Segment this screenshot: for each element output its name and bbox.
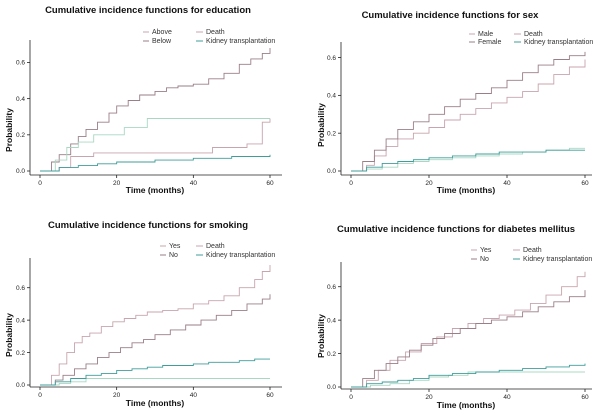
legend-group-b: No (480, 256, 489, 263)
legend-kidney: Kidney transplantation (523, 256, 592, 263)
chart-svg: Cumulative incidence functions for smoki… (4, 220, 282, 408)
legend-kidney: Kidney transplantation (524, 39, 593, 46)
chart-title: Cumulative incidence functions for sex (362, 10, 540, 21)
series-line-male-death (351, 59, 586, 172)
chart-title: Cumulative incidence functions for smoki… (48, 220, 248, 231)
x-axis-label: Time (months) (126, 185, 185, 195)
y-tick-label: 0.6 (327, 55, 336, 62)
legend-events: Death Kidney transplantation (196, 243, 275, 259)
legend-group-a: Male (478, 31, 493, 38)
y-tick-label: 0.6 (16, 285, 25, 292)
series-line-no-kidney-transplantation (40, 358, 270, 386)
x-tick-label: 40 (190, 392, 198, 399)
legend-groups: Yes No (471, 247, 492, 263)
legend-events: Death Kidney transplantation (196, 29, 275, 45)
x-tick-label: 40 (503, 180, 511, 187)
series-line-no-death (351, 290, 586, 388)
y-tick-label: 0.0 (327, 168, 336, 175)
x-tick-label: 60 (266, 180, 274, 187)
series-line-female-death (351, 51, 586, 172)
series-line-below-kidney-transplantation (40, 154, 271, 172)
y-tick-label: 0.2 (327, 130, 336, 137)
series-line-above-death (40, 118, 271, 172)
legend-group-b: No (169, 252, 178, 259)
y-tick-label: 0.0 (16, 168, 25, 175)
series-line-above-kidney-transplantation (40, 118, 270, 172)
x-axis-label: Time (months) (437, 400, 496, 410)
y-tick-label: 0.2 (16, 132, 25, 139)
legend-group-b: Female (478, 39, 501, 46)
legend-groups: Male Female (469, 31, 501, 46)
x-tick-label: 0 (349, 394, 353, 401)
x-tick-label: 60 (581, 394, 589, 401)
series-line-yes-kidney-transplantation (40, 378, 270, 386)
x-tick-label: 20 (113, 180, 121, 187)
plot-area (40, 265, 271, 386)
x-tick-label: 0 (38, 180, 42, 187)
y-tick-label: 0.4 (327, 93, 336, 100)
plot-area (351, 51, 586, 172)
x-axis-label: Time (months) (126, 398, 185, 408)
x-tick-label: 0 (38, 392, 42, 399)
series-line-yes-death (40, 265, 271, 386)
plot-area (40, 48, 271, 172)
y-tick-label: 0.2 (16, 350, 25, 357)
series-line-below-death (40, 48, 271, 172)
plot-area (351, 271, 586, 388)
y-axis-label: Probability (316, 103, 326, 147)
x-tick-label: 40 (503, 394, 511, 401)
y-axis-label: Probability (4, 108, 14, 152)
x-tick-label: 40 (190, 180, 198, 187)
chart-title: Cumulative incidence functions for diabe… (337, 224, 575, 235)
legend-events: Death Kidney transplantation (513, 247, 592, 263)
x-tick-label: 20 (425, 180, 433, 187)
series-line-yes-death (351, 271, 586, 388)
legend-death: Death (524, 31, 543, 38)
x-axis-label: Time (months) (437, 185, 496, 195)
legend-groups: Yes No (160, 243, 181, 259)
y-tick-label: 0.6 (327, 284, 336, 291)
legend-group-a: Yes (480, 247, 492, 254)
x-tick-label: 20 (113, 392, 121, 399)
y-axis-label: Probability (4, 313, 14, 357)
x-tick-label: 0 (349, 180, 353, 187)
chart-svg: Cumulative incidence functions for diabe… (316, 224, 592, 410)
legend-group-a: Above (152, 29, 172, 36)
x-tick-label: 20 (425, 394, 433, 401)
series-line-female-kidney-transplantation (351, 149, 585, 172)
chart-title: Cumulative incidence functions for educa… (45, 5, 251, 16)
chart-diabetes: Cumulative incidence functions for diabe… (304, 210, 600, 419)
y-tick-label: 0.0 (327, 384, 336, 391)
legend-group-b: Below (152, 38, 172, 45)
legend-death: Death (206, 243, 225, 250)
y-tick-label: 0.4 (327, 317, 336, 324)
x-tick-label: 60 (581, 180, 589, 187)
legend-kidney: Kidney transplantation (206, 38, 275, 45)
chart-sex: Cumulative incidence functions for sex M… (304, 0, 600, 210)
y-tick-label: 0.2 (327, 351, 336, 358)
y-tick-label: 0.4 (16, 317, 25, 324)
legend-events: Death Kidney transplantation (514, 31, 593, 46)
y-axis-label: Probability (316, 314, 326, 358)
legend-kidney: Kidney transplantation (206, 252, 275, 259)
chart-svg: Cumulative incidence functions for educa… (4, 5, 282, 195)
y-tick-label: 0.6 (16, 60, 25, 67)
chart-svg: Cumulative incidence functions for sex M… (316, 10, 593, 195)
chart-smoking: Cumulative incidence functions for smoki… (0, 210, 300, 419)
series-line-no-kidney-transplantation (351, 363, 586, 388)
legend-group-a: Yes (169, 243, 181, 250)
legend-groups: Above Below (143, 29, 172, 45)
y-tick-label: 0.4 (16, 96, 25, 103)
x-tick-label: 60 (266, 392, 274, 399)
y-tick-label: 0.0 (16, 382, 25, 389)
legend-death: Death (206, 29, 225, 36)
legend-death: Death (523, 247, 542, 254)
chart-education: Cumulative incidence functions for educa… (0, 0, 300, 210)
series-line-yes-kidney-transplantation (351, 371, 585, 388)
series-line-no-death (40, 294, 271, 386)
